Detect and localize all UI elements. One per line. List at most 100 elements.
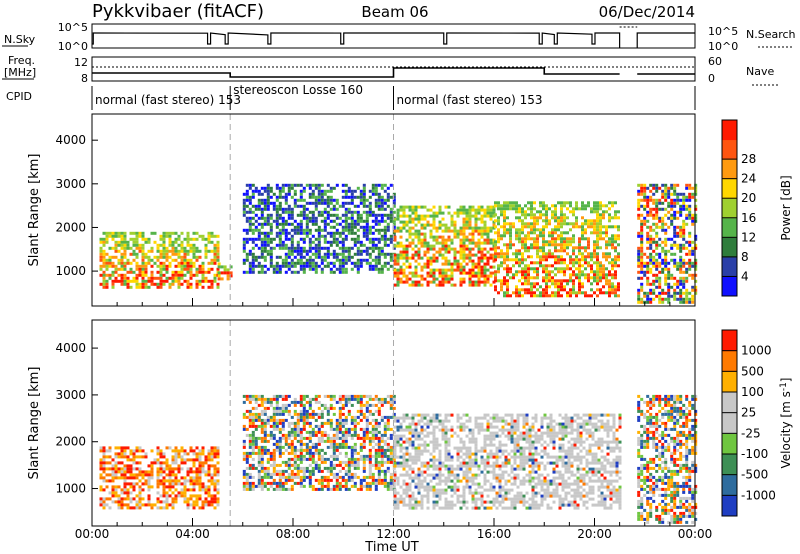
velocity-cell xyxy=(402,440,406,444)
power-cell xyxy=(314,195,318,199)
power-cell xyxy=(147,258,151,262)
power-cell xyxy=(396,208,400,212)
power-cell xyxy=(542,234,545,238)
power-cell xyxy=(377,249,381,253)
velocity-cell xyxy=(132,458,136,462)
velocity-cell xyxy=(341,466,345,470)
power-cell xyxy=(411,211,415,215)
power-cell xyxy=(477,217,481,221)
velocity-cell xyxy=(281,436,285,440)
velocity-cell xyxy=(162,476,166,480)
power-cell xyxy=(269,231,273,235)
power-cell xyxy=(405,265,409,269)
power-cell xyxy=(649,240,653,244)
power-cell xyxy=(450,229,454,233)
velocity-cell xyxy=(326,436,330,440)
power-cell xyxy=(640,237,644,241)
power-cell xyxy=(117,273,121,277)
velocity-cell xyxy=(114,446,118,450)
power-cell xyxy=(652,192,656,196)
velocity-cell xyxy=(123,455,127,459)
power-cell xyxy=(323,258,327,262)
velocity-cell xyxy=(350,484,354,488)
power-cell xyxy=(174,231,178,235)
power-cell xyxy=(335,216,339,220)
power-cell xyxy=(344,255,348,259)
power-cell xyxy=(317,189,321,193)
power-cell xyxy=(147,255,151,259)
power-cell xyxy=(162,249,166,253)
velocity-cell xyxy=(341,475,345,479)
power-cell xyxy=(284,210,288,214)
power-cell xyxy=(141,246,145,250)
power-cell xyxy=(563,273,566,277)
power-cell xyxy=(377,258,381,262)
power-cell xyxy=(417,256,421,260)
power-cell xyxy=(494,252,497,256)
velocity-cell xyxy=(254,484,258,488)
power-cell xyxy=(545,270,548,274)
velocity-cell xyxy=(380,460,384,464)
power-cell xyxy=(341,243,345,247)
power-cell xyxy=(320,189,324,193)
velocity-cell xyxy=(359,418,363,422)
power-cell xyxy=(497,279,500,283)
velocity-cell xyxy=(251,463,255,467)
power-cell xyxy=(587,252,590,256)
velocity-cell xyxy=(347,430,351,434)
power-cell xyxy=(521,231,524,235)
power-cell xyxy=(287,222,291,226)
velocity-cell xyxy=(147,503,151,507)
power-cell xyxy=(111,231,115,235)
velocity-cell xyxy=(117,506,121,510)
power-cell xyxy=(465,211,469,215)
power-cell xyxy=(500,288,503,292)
velocity-cell xyxy=(368,451,372,455)
power-cell xyxy=(245,255,249,259)
power-cell xyxy=(438,268,442,272)
power-cell xyxy=(587,255,590,259)
velocity-cell xyxy=(287,430,291,434)
power-cell xyxy=(290,261,294,265)
power-cell xyxy=(371,213,375,217)
power-cell xyxy=(326,249,330,253)
power-cell xyxy=(492,208,496,212)
velocity-cell xyxy=(347,463,351,467)
power-cell xyxy=(596,228,599,232)
power-cell xyxy=(311,183,315,187)
power-cell xyxy=(174,237,178,241)
power-cell xyxy=(365,261,369,265)
velocity-cell xyxy=(171,506,175,510)
velocity-cell xyxy=(156,476,160,480)
power-cell xyxy=(251,189,255,193)
power-cell xyxy=(569,279,572,283)
power-cell xyxy=(688,204,692,208)
power-cell xyxy=(302,270,306,274)
power-cell xyxy=(329,243,333,247)
velocity-cell xyxy=(260,397,264,401)
power-cell xyxy=(254,225,258,229)
power-cell xyxy=(494,285,497,289)
velocity-cell xyxy=(144,455,148,459)
power-cell xyxy=(563,204,566,208)
velocity-cell xyxy=(281,424,285,428)
power-cell xyxy=(150,264,154,268)
velocity-cell xyxy=(254,412,258,416)
velocity-cell xyxy=(117,446,121,450)
power-cell xyxy=(257,231,261,235)
power-cell xyxy=(138,243,142,247)
power-cell xyxy=(643,195,647,199)
velocity-cell xyxy=(368,454,372,458)
velocity-cell xyxy=(207,485,211,489)
velocity-cell xyxy=(341,433,345,437)
velocity-cell xyxy=(359,409,363,413)
velocity-cell xyxy=(129,458,133,462)
power-cell xyxy=(123,243,127,247)
power-cell xyxy=(135,276,139,280)
velocity-cell xyxy=(293,481,297,485)
power-cell xyxy=(123,273,127,277)
power-cell xyxy=(189,246,193,250)
velocity-cell xyxy=(263,475,267,479)
velocity-cell xyxy=(216,503,220,507)
velocity-cell xyxy=(213,449,217,453)
